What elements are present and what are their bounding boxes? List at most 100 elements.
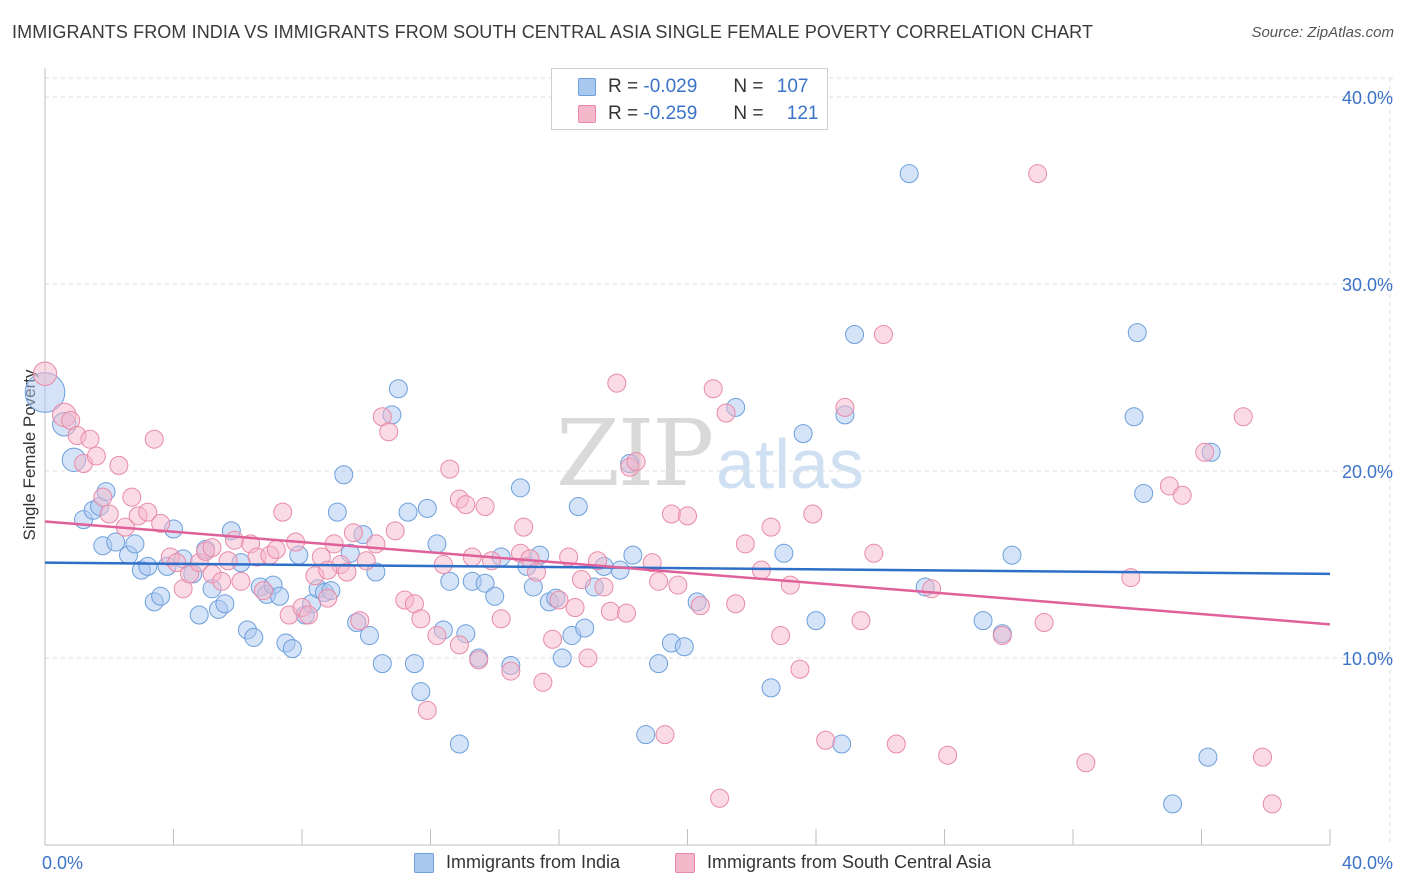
legend-item-south-central-asia: Immigrants from South Central Asia [675,852,991,873]
data-point-south-central-asia [690,596,710,616]
data-point-india [125,534,145,554]
data-point-india [388,379,408,399]
data-point-south-central-asia [835,397,855,417]
watermark-atlas: atlas [716,425,864,503]
data-point-south-central-asia [109,455,129,475]
n-value-south-central-asia: 121 [786,103,819,124]
data-point-india [636,725,656,745]
data-point-south-central-asia [298,605,318,625]
data-point-south-central-asia [938,745,958,765]
data-point-south-central-asia [1172,485,1192,505]
data-point-south-central-asia [533,672,553,692]
data-point-south-central-asia [668,575,688,595]
r-label: R = [608,103,639,124]
legend-swatch-south-central-asia [675,852,695,873]
data-point-south-central-asia [703,379,723,399]
data-point-india [761,678,781,698]
data-point-india [449,734,469,754]
data-point-south-central-asia [649,571,669,591]
data-point-india [398,502,418,522]
data-point-south-central-asia [469,650,489,670]
data-point-india [832,734,852,754]
data-point-south-central-asia [873,324,893,344]
data-point-south-central-asia [1076,753,1096,773]
data-point-south-central-asia [1034,612,1054,632]
data-point-south-central-asia [151,513,171,533]
data-point-south-central-asia [318,588,338,608]
data-point-india [417,498,437,518]
data-point-south-central-asia [475,497,495,517]
data-point-south-central-asia [735,534,755,554]
data-point-south-central-asia [600,601,620,621]
data-point-south-central-asia [440,459,460,479]
data-point-south-central-asia [710,788,730,808]
data-point-south-central-asia [366,534,386,554]
data-point-south-central-asia [1195,442,1215,462]
data-point-india [270,586,290,606]
legend-label-india: Immigrants from India [446,852,621,872]
data-point-south-central-asia [1253,747,1273,767]
data-point-south-central-asia [616,603,636,623]
data-point-south-central-asia [379,422,399,442]
data-point-south-central-asia [594,577,614,597]
data-point-india [568,497,588,517]
data-point-south-central-asia [761,517,781,537]
legend-swatch-india [578,78,596,96]
data-point-south-central-asia [771,626,791,646]
data-point-south-central-asia [626,452,646,472]
data-point-south-central-asia [716,403,736,423]
data-point-south-central-asia [655,725,675,745]
data-point-india [1134,483,1154,503]
legend-row-south-central-asia: R = -0.259 N = 121 [552,100,818,128]
data-point-south-central-asia [678,506,697,526]
data-point-south-central-asia [202,538,222,558]
data-point-south-central-asia [356,551,376,571]
data-point-south-central-asia [816,730,836,750]
data-point-india [359,626,379,646]
data-point-india [427,534,447,554]
data-point-south-central-asia [803,504,823,524]
data-point-south-central-asia [501,661,521,681]
data-point-south-central-asia [93,487,113,507]
data-point-south-central-asia [851,611,871,631]
data-point-india [372,654,392,674]
data-point-south-central-asia [1262,794,1282,814]
data-point-india [845,324,865,344]
data-point-south-central-asia [886,734,906,754]
legend-row-india: R = -0.029 N = 107 [552,73,808,101]
data-point-india [151,586,171,606]
y-tick-label: 10.0% [1342,649,1393,669]
data-point-south-central-asia [427,626,447,646]
data-point-india [806,611,826,631]
data-point-india [575,618,595,638]
data-point-south-central-asia [273,502,293,522]
data-point-india [1002,545,1022,565]
data-point-india [244,627,264,647]
data-point-india [899,164,919,184]
data-point-south-central-asia [144,429,164,449]
data-point-india [411,682,431,702]
data-point-india [440,571,460,591]
data-point-south-central-asia [578,648,598,668]
data-point-india [793,424,813,444]
n-label: N = [733,103,764,124]
data-point-india [327,502,347,522]
data-point-india [1198,747,1218,767]
data-point-south-central-asia [99,504,119,524]
trend-line-india [44,561,1331,576]
data-point-india [1163,794,1183,814]
data-point-south-central-asia [225,530,245,550]
data-point-india [475,573,495,593]
n-value-india: 107 [776,76,809,97]
correlation-legend: R = -0.029 N = 107 R = -0.259 N = 121 [551,68,828,130]
data-point-india [138,556,158,576]
data-point-india [1127,323,1147,343]
data-point-south-central-asia [86,446,106,466]
data-point-india [973,611,993,631]
x-tick-label: 0.0% [42,853,83,873]
data-point-india [334,465,354,485]
source-attribution: Source: ZipAtlas.com [1251,24,1394,41]
data-point-south-central-asia [122,487,142,507]
data-point-south-central-asia [32,361,58,386]
chart-title: IMMIGRANTS FROM INDIA VS IMMIGRANTS FROM… [12,22,1094,42]
